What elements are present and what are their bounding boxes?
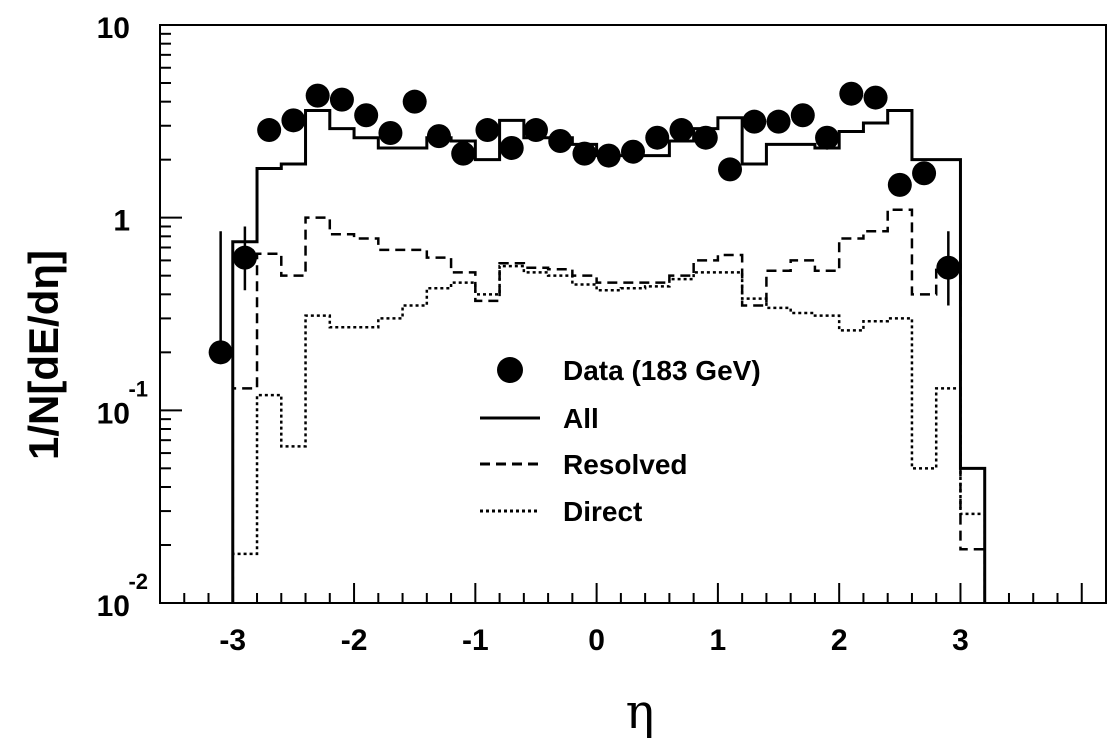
data-point xyxy=(451,141,476,166)
data-point xyxy=(402,89,427,114)
data-point xyxy=(548,128,573,153)
legend-label: Direct xyxy=(563,496,642,527)
data-point xyxy=(621,139,645,164)
y-tick-label: 1 xyxy=(113,205,130,238)
legend-marker-data xyxy=(497,357,523,383)
histogram-direct xyxy=(231,264,986,603)
histogram-all xyxy=(231,108,987,603)
y-tick-label: 10 xyxy=(97,397,130,430)
data-point xyxy=(305,83,330,108)
x-tick-label: -1 xyxy=(462,624,489,657)
data-point xyxy=(329,87,354,112)
data-point xyxy=(766,109,791,134)
legend: Data (183 GeV) All Resolved Direct xyxy=(480,355,761,527)
data-point xyxy=(523,118,548,143)
legend-label: Resolved xyxy=(563,449,688,480)
y-tick-label: 10 xyxy=(97,12,130,45)
data-point xyxy=(281,108,306,133)
data-point xyxy=(572,141,597,166)
x-tick-label: -3 xyxy=(219,624,246,657)
y-tick-label: 10 xyxy=(97,590,130,623)
x-axis: -3 -2 -1 0 1 2 3 xyxy=(159,583,1107,657)
data-point xyxy=(669,118,694,143)
data-point xyxy=(645,125,670,150)
x-tick-label: 3 xyxy=(952,624,969,657)
data-point xyxy=(742,109,767,134)
x-tick-label: 0 xyxy=(588,624,605,657)
legend-label: Data (183 GeV) xyxy=(563,355,761,386)
x-tick-label: 1 xyxy=(710,624,727,657)
plot-border xyxy=(159,24,1107,604)
data-point xyxy=(354,103,379,128)
data-point xyxy=(839,81,864,106)
data-point xyxy=(912,161,937,186)
data-point xyxy=(790,103,815,128)
data-point xyxy=(863,85,888,110)
data-point xyxy=(499,135,524,160)
data-point xyxy=(718,157,743,182)
data-point xyxy=(378,121,403,146)
data-point xyxy=(208,340,233,365)
y-tick-exponent: -1 xyxy=(128,376,148,401)
data-point xyxy=(693,125,718,150)
data-point xyxy=(257,118,282,143)
data-point xyxy=(232,245,257,270)
data-point xyxy=(475,118,500,143)
y-axis-title: 1/N[dE/dη] xyxy=(20,250,67,460)
y-tick-exponent: -2 xyxy=(128,569,148,594)
plot-frame xyxy=(159,24,1107,604)
x-axis-title: η xyxy=(626,684,655,740)
x-tick-label: -2 xyxy=(341,624,368,657)
x-tick-label: 2 xyxy=(831,624,848,657)
data-point xyxy=(936,255,961,280)
data-point xyxy=(887,172,912,197)
histogram-resolved xyxy=(231,208,986,603)
legend-label: All xyxy=(563,403,599,434)
data-point xyxy=(426,124,451,149)
series-layer xyxy=(208,81,987,603)
data-point xyxy=(815,125,840,150)
